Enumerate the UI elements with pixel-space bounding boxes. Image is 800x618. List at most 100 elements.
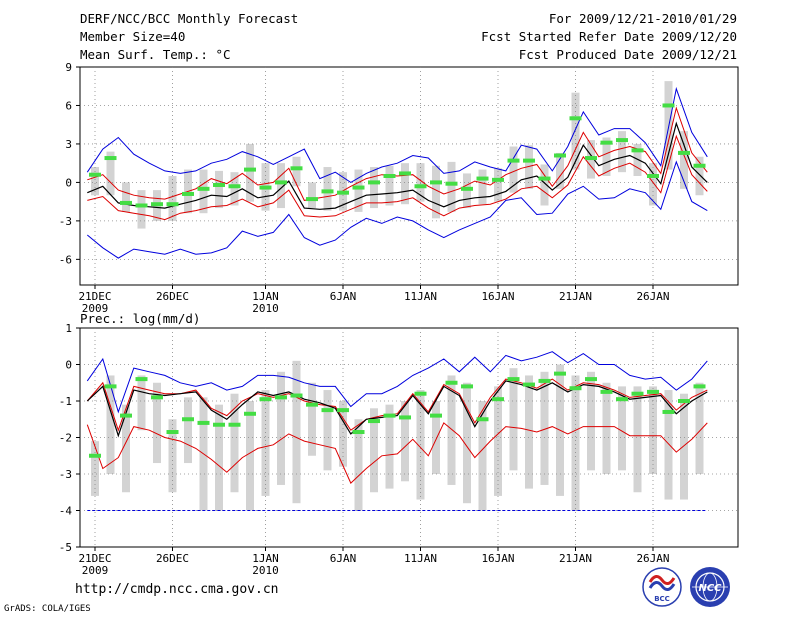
temp-median-marker-34 bbox=[600, 140, 613, 145]
temp-median-marker-3 bbox=[120, 200, 132, 205]
temp-median-marker-10 bbox=[228, 184, 241, 189]
prec-xtick-label-6: 16JAN bbox=[481, 552, 514, 565]
prec-xtick-label-2: 26DEC bbox=[156, 552, 189, 565]
temp-median-marker-33 bbox=[585, 156, 597, 161]
prec-median-marker-5 bbox=[151, 395, 163, 400]
prec-xtick-label-7: 21JAN bbox=[559, 552, 592, 565]
prec-median-marker-38 bbox=[662, 409, 675, 414]
prec-series-spread-lower bbox=[86, 422, 708, 484]
prec-range-box-34 bbox=[602, 382, 611, 474]
prec-median-marker-1 bbox=[89, 453, 101, 458]
prec-range-box-30 bbox=[540, 371, 549, 485]
prec-range-box-6 bbox=[168, 419, 177, 493]
prec-median-marker-16 bbox=[321, 408, 334, 413]
temp-median-marker-22 bbox=[414, 184, 427, 189]
prec-range-box-3 bbox=[122, 404, 130, 493]
temp-range-box-24 bbox=[447, 161, 456, 212]
prec-median-marker-27 bbox=[492, 397, 504, 402]
temp-ytick-label-4: 3 bbox=[65, 138, 72, 151]
temp-range-box-11 bbox=[246, 143, 254, 202]
prec-ytick-label-5: -1 bbox=[59, 395, 72, 408]
temp-median-marker-12 bbox=[259, 185, 272, 190]
prec-median-marker-33 bbox=[585, 377, 597, 382]
prec-ytick-label-2: -4 bbox=[59, 505, 73, 518]
temp-median-marker-31 bbox=[554, 153, 566, 158]
temp-median-marker-30 bbox=[538, 176, 551, 181]
prec-median-marker-17 bbox=[337, 408, 349, 413]
temp-xtick-label-2: 26DEC bbox=[156, 290, 189, 303]
temp-xtick-label-1: 21DEC bbox=[78, 290, 111, 303]
prec-range-box-38 bbox=[664, 390, 673, 500]
bcc-logo-red-swoosh bbox=[648, 575, 676, 585]
bcc-logo-text: BCC bbox=[654, 595, 670, 603]
temp-range-box-9 bbox=[215, 170, 223, 209]
prec-range-box-11 bbox=[246, 401, 254, 511]
prec-ytick-label-4: -2 bbox=[59, 432, 72, 445]
prec-ytick-label-7: 1 bbox=[65, 322, 72, 335]
prec-median-marker-3 bbox=[120, 413, 132, 418]
temp-xtick-label-5: 11JAN bbox=[404, 290, 437, 303]
prec-range-box-17 bbox=[339, 401, 347, 467]
prec-median-marker-21 bbox=[399, 415, 411, 420]
temp-range-box-19 bbox=[370, 167, 378, 209]
temp-range-box-23 bbox=[432, 165, 440, 219]
prec-range-box-35 bbox=[618, 386, 626, 471]
temp-median-marker-15 bbox=[306, 197, 318, 202]
temp-ytick-label-2: -3 bbox=[59, 215, 72, 228]
prec-median-marker-18 bbox=[352, 430, 365, 435]
temp-median-marker-20 bbox=[383, 174, 396, 178]
prec-median-marker-35 bbox=[616, 397, 628, 402]
prec-range-box-13 bbox=[277, 371, 285, 485]
prec-range-box-33 bbox=[587, 371, 595, 471]
prec-median-marker-40 bbox=[693, 384, 706, 389]
temp-median-marker-11 bbox=[244, 167, 256, 172]
temp-range-box-1 bbox=[91, 167, 99, 196]
forecast-period: For 2009/12/21-2010/01/29 bbox=[548, 11, 737, 26]
temp-median-marker-28 bbox=[507, 158, 520, 163]
prec-median-marker-31 bbox=[554, 371, 566, 376]
ncc-logo: NCC bbox=[690, 567, 730, 607]
forecast-start-date: Fcst Started Refer Date 2009/12/20 bbox=[481, 29, 737, 44]
prec-range-box-24 bbox=[447, 375, 456, 485]
temp-range-box-21 bbox=[401, 163, 409, 205]
temp-median-marker-4 bbox=[135, 203, 148, 208]
prec-median-marker-9 bbox=[213, 422, 225, 427]
temp-median-marker-5 bbox=[151, 202, 163, 207]
temp-range-box-27 bbox=[494, 168, 502, 202]
prec-range-box-28 bbox=[509, 368, 518, 471]
prec-range-box-39 bbox=[680, 393, 688, 500]
temp-median-marker-37 bbox=[647, 174, 659, 178]
temp-series-min bbox=[86, 160, 708, 259]
grads-credit: GrADS: COLA/IGES bbox=[4, 604, 91, 614]
temp-range-box-39 bbox=[680, 131, 688, 189]
temp-ytick-label-1: -6 bbox=[59, 253, 72, 266]
prec-range-box-40 bbox=[695, 382, 704, 474]
prec-xtick-label-5: 11JAN bbox=[404, 552, 437, 565]
temp-series-spread-upper bbox=[87, 106, 708, 201]
prec-range-box-21 bbox=[401, 401, 409, 482]
temp-range-box-26 bbox=[478, 169, 487, 205]
prec-range-box-2 bbox=[106, 375, 115, 474]
temp-range-box-40 bbox=[695, 156, 704, 196]
temp-range-box-13 bbox=[277, 163, 285, 209]
bcc-logo: BCC bbox=[642, 567, 682, 607]
prec-median-marker-26 bbox=[476, 417, 489, 422]
prec-median-marker-24 bbox=[445, 380, 458, 385]
temp-range-box-6 bbox=[168, 176, 177, 221]
temp-range-box-28 bbox=[509, 146, 518, 193]
prec-range-box-25 bbox=[463, 382, 471, 504]
temp-range-box-37 bbox=[649, 163, 657, 206]
prec-median-marker-28 bbox=[507, 377, 520, 382]
ncc-logo-text: NCC bbox=[698, 583, 722, 594]
temp-median-marker-16 bbox=[321, 189, 334, 194]
temp-range-box-15 bbox=[308, 182, 316, 209]
prec-median-marker-34 bbox=[600, 389, 613, 394]
temp-xtick-year-1: 2009 bbox=[82, 302, 109, 315]
prec-median-marker-32 bbox=[569, 386, 582, 391]
temp-range-box-29 bbox=[525, 145, 533, 189]
prec-median-marker-29 bbox=[523, 382, 535, 387]
prec-median-marker-14 bbox=[290, 393, 303, 398]
prec-range-box-12 bbox=[261, 390, 270, 496]
